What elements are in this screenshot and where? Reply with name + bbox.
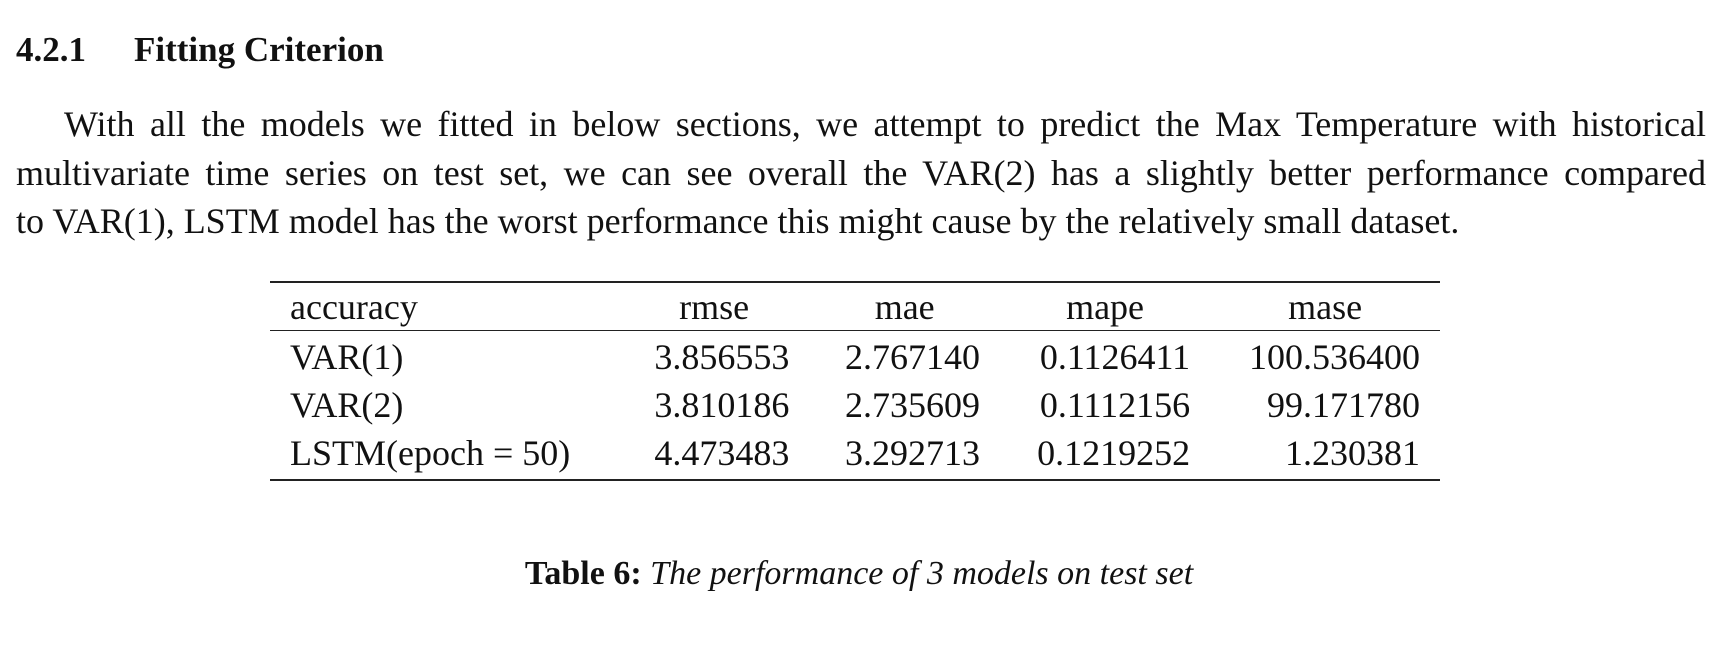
paragraph-line: multivariate time series on test set, we…	[16, 152, 1706, 193]
model-name-cell: VAR(1)	[290, 337, 404, 377]
rmse-cell: 4.473483	[654, 433, 790, 473]
column-header-rmse: rmse	[618, 282, 810, 331]
caption-label: Table 6:	[524, 555, 642, 592]
paragraph-line: With all the models we fitted in below s…	[64, 104, 1706, 144]
model-name-cell: LSTM(epoch = 50)	[290, 433, 571, 473]
table-row: VAR(1) 3.856553 2.767140 0.1126411 100.5…	[270, 331, 1440, 382]
mae-cell: 2.767140	[844, 337, 980, 377]
section-number: 4.2.1	[16, 30, 86, 69]
results-table-container: accuracy rmse mae mape mase VAR(1) 3.856…	[270, 281, 1440, 481]
mase-cell: 99.171780	[1267, 385, 1420, 425]
column-header-mae: mae	[809, 282, 1000, 331]
caption-text: The performance of 3 models on test set	[650, 555, 1194, 592]
table-row: VAR(2) 3.810186 2.735609 0.1112156 99.17…	[270, 381, 1440, 429]
paragraph-line: to VAR(1), LSTM model has the worst perf…	[16, 201, 1460, 241]
mape-cell: 0.1219252	[1037, 433, 1191, 473]
column-header-mape: mape	[999, 282, 1211, 331]
body-paragraph: With all the models we fitted in below s…	[16, 100, 1706, 246]
mape-cell: 0.1126411	[1039, 337, 1191, 377]
section-title: Fitting Criterion	[134, 30, 384, 69]
results-table: accuracy rmse mae mape mase VAR(1) 3.856…	[270, 281, 1440, 481]
section-heading: 4.2.1 Fitting Criterion	[16, 24, 384, 76]
column-header-accuracy: accuracy	[270, 282, 619, 331]
column-header-mase: mase	[1210, 282, 1440, 331]
mase-cell: 100.536400	[1249, 337, 1420, 377]
rmse-cell: 3.856553	[654, 337, 790, 377]
mae-cell: 2.735609	[844, 385, 980, 425]
mase-cell: 1.230381	[1285, 433, 1420, 473]
table-caption: Table 6: The performance of 3 models on …	[0, 555, 1718, 593]
mape-cell: 0.1112156	[1039, 385, 1191, 425]
mae-cell: 3.292713	[844, 433, 980, 473]
table-header-row: accuracy rmse mae mape mase	[270, 282, 1440, 331]
table-row: LSTM(epoch = 50) 4.473483 3.292713 0.121…	[270, 429, 1440, 480]
model-name-cell: VAR(2)	[290, 385, 404, 425]
rmse-cell: 3.810186	[654, 385, 790, 425]
